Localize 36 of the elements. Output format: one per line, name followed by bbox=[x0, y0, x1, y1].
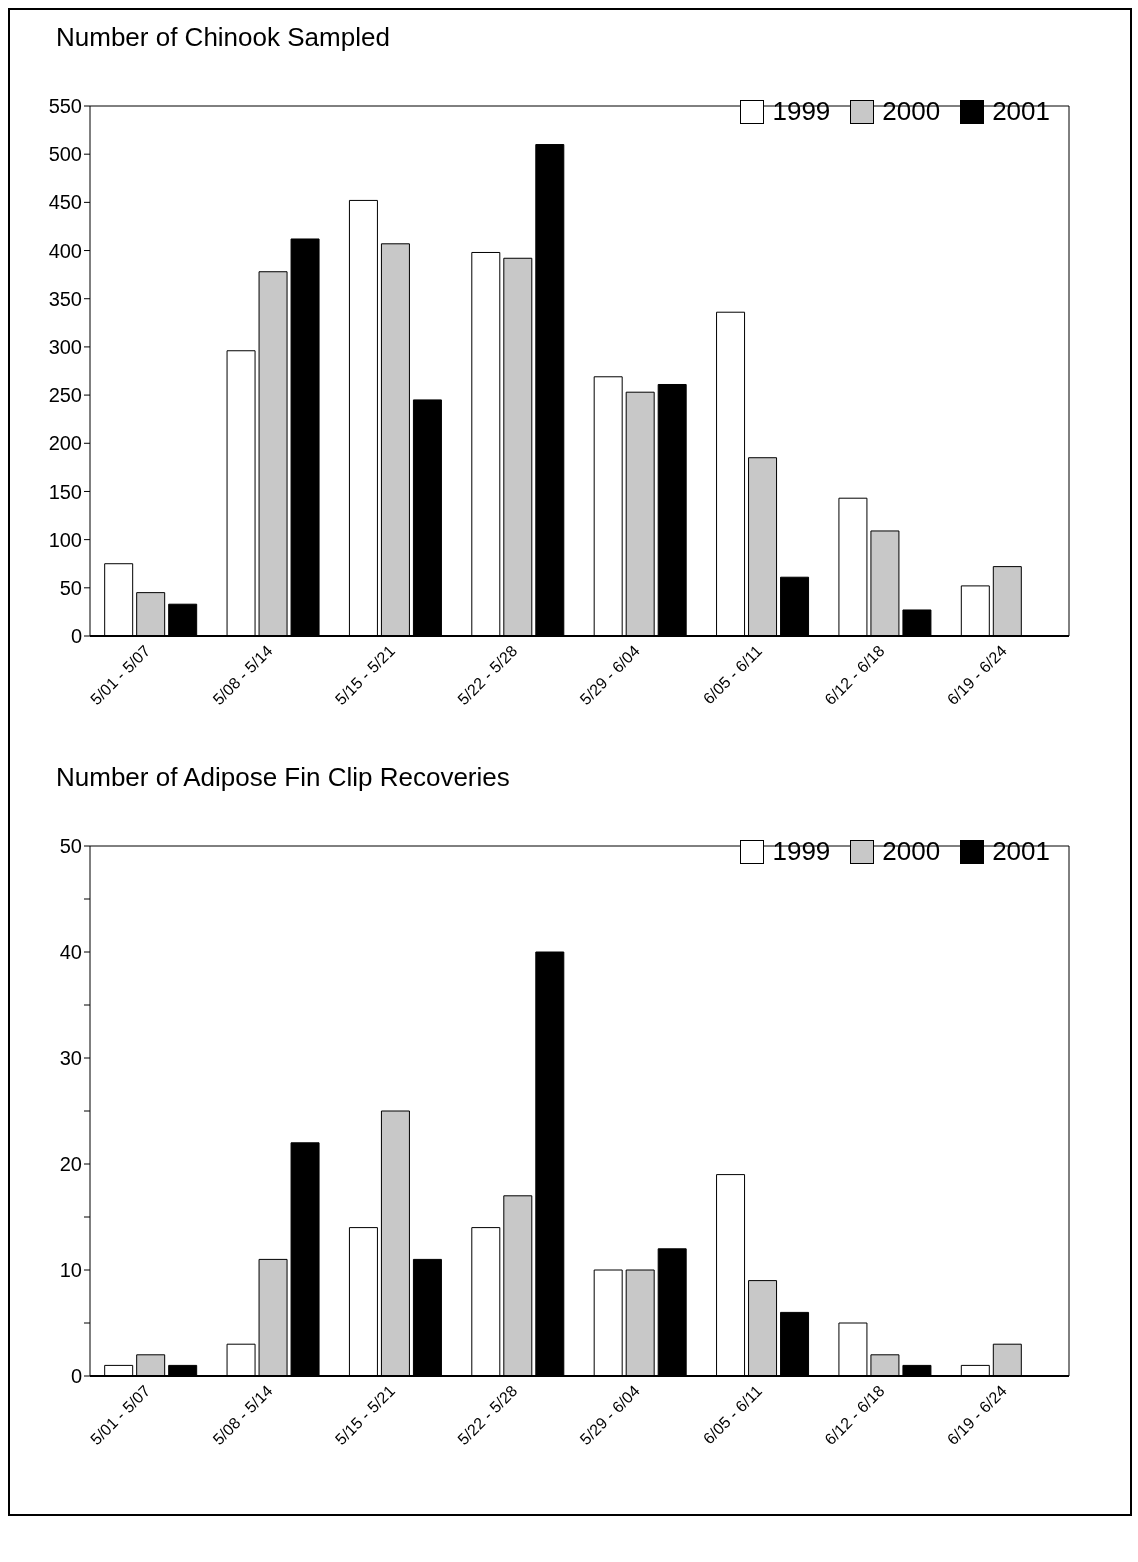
y-tick-label: 200 bbox=[48, 432, 82, 455]
y-tick-label: 50 bbox=[59, 576, 82, 599]
legend-label: 2001 bbox=[991, 96, 1050, 127]
legend-label: 2000 bbox=[881, 96, 941, 127]
y-tick-label: 500 bbox=[48, 143, 82, 166]
y-tick-label: 0 bbox=[70, 1365, 82, 1388]
y-tick-label: 250 bbox=[48, 384, 82, 407]
chart-title: Number of Chinook Sampled bbox=[56, 22, 391, 54]
x-tick-label: 6/19 - 6/24 bbox=[943, 642, 1011, 709]
x-tick-label: 6/19 - 6/24 bbox=[943, 1382, 1011, 1449]
y-tick-label: 450 bbox=[48, 191, 82, 214]
y-tick-label: 300 bbox=[48, 336, 82, 359]
legend-label: 1999 bbox=[771, 836, 831, 867]
y-tick-label: 550 bbox=[48, 95, 82, 118]
x-tick-label: 5/22 - 5/28 bbox=[454, 642, 521, 709]
x-tick-label: 6/05 - 6/11 bbox=[699, 642, 766, 708]
y-tick-label: 150 bbox=[48, 480, 82, 503]
y-tick-label: 20 bbox=[59, 1153, 82, 1176]
x-tick-label: 5/22 - 5/28 bbox=[454, 1382, 521, 1449]
x-tick-label: 5/29 - 6/04 bbox=[576, 642, 643, 709]
y-tick-label: 0 bbox=[70, 625, 82, 648]
chart-title: Number of Adipose Fin Clip Recoveries bbox=[56, 762, 511, 794]
y-tick-label: 50 bbox=[59, 835, 82, 858]
x-tick-label: 6/12 - 6/18 bbox=[821, 642, 888, 709]
legend-label: 2001 bbox=[991, 836, 1050, 867]
y-tick-label: 350 bbox=[48, 287, 82, 310]
x-tick-label: 6/12 - 6/18 bbox=[821, 1382, 888, 1449]
y-tick-label: 100 bbox=[48, 528, 82, 551]
y-tick-label: 10 bbox=[59, 1259, 82, 1282]
y-tick-label: 30 bbox=[59, 1047, 82, 1070]
legend-label: 1999 bbox=[771, 96, 831, 127]
legend-label: 2000 bbox=[881, 836, 941, 867]
y-tick-label: 40 bbox=[59, 941, 82, 964]
y-tick-label: 400 bbox=[48, 239, 82, 262]
x-tick-label: 5/29 - 6/04 bbox=[576, 1382, 643, 1449]
x-tick-label: 6/05 - 6/11 bbox=[699, 1382, 766, 1448]
